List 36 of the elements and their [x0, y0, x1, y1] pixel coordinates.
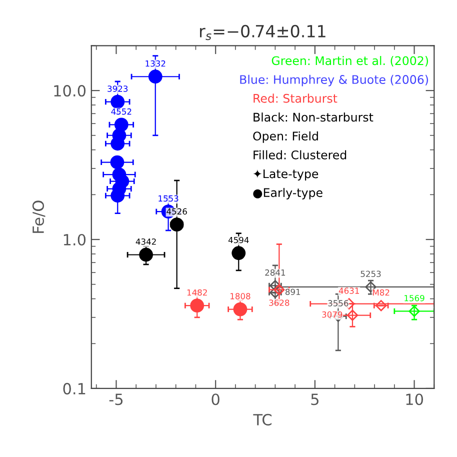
annotation: 891 [285, 288, 300, 296]
annotation: 4526 [166, 208, 187, 215]
annotation: Green: Martin et al. (2002) [272, 56, 428, 67]
annotation: ●Early-type [253, 188, 322, 200]
y-axis-title: Fe/O [32, 200, 46, 233]
annotation: Filled: Clustered [254, 150, 346, 160]
annotation: 2841 [265, 269, 286, 276]
annotation: 4552 [111, 108, 132, 115]
annotation: 1482 [187, 289, 207, 296]
x-axis-title: TC [253, 414, 272, 426]
annotation: 3556 [328, 300, 348, 306]
annotation: 1332 [146, 60, 166, 67]
x-tick-label: -5 [109, 394, 123, 406]
annotation: Blue: Humphrey & Buote (2006) [240, 74, 428, 86]
annotation: 1808 [230, 293, 250, 300]
chart-title: r$_{s}$=−0.74±0.11 [200, 24, 326, 40]
annotation: Red: Starburst [254, 94, 338, 103]
x-tick-label: 10 [406, 394, 423, 406]
y-tick-label: 10.0 [54, 85, 86, 97]
y-tick-label: 1.0 [64, 234, 86, 246]
annotation: 1553 [158, 195, 178, 202]
annotation: ✦Late-type [252, 169, 318, 181]
annotation: Open: Field [253, 131, 318, 143]
annotation: 5253 [360, 270, 381, 278]
annotation: M82 [373, 289, 390, 296]
annotation: Black: Non-starburst [254, 112, 374, 122]
y-tick-label: 0.1 [63, 382, 86, 394]
x-tick-label: 5 [311, 394, 318, 406]
annotation: 4631 [338, 288, 359, 294]
x-tick-label: 0 [212, 394, 220, 406]
annotation: 3923 [108, 86, 128, 92]
annotation: 1569 [404, 294, 424, 302]
annotation: 4594 [228, 236, 249, 244]
annotation: 3628 [269, 300, 290, 306]
annotation: 4342 [136, 238, 156, 245]
annotation: 3079 [322, 311, 342, 318]
